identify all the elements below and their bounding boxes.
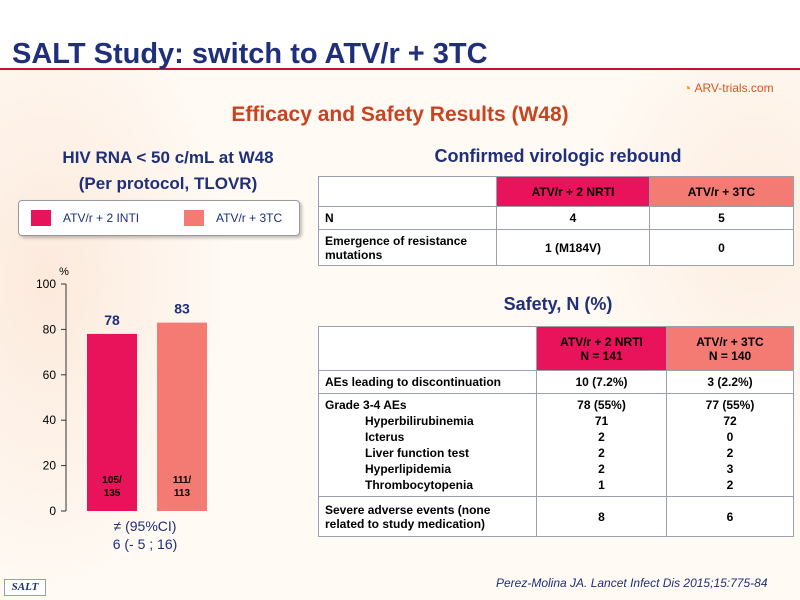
resistance-label-line1: Emergence of resistance	[325, 233, 468, 248]
hyperbilirubinemia-a: 71	[594, 414, 609, 428]
icterus-label: Icterus	[365, 430, 405, 444]
discontinuation-a: 10 (7.2%)	[536, 370, 667, 394]
rebound-row-resistance-b: 0	[649, 229, 794, 266]
bar-1	[157, 322, 207, 511]
efficacy-title-line1: HIV RNA < 50 c/mL at W48	[62, 148, 274, 167]
hyperlipidemia-a: 2	[598, 462, 605, 476]
y-tick-label-40: 40	[43, 413, 57, 427]
rebound-title: Confirmed virologic rebound	[434, 146, 682, 166]
rebound-header-3tc: ATV/r + 3TC	[649, 176, 794, 207]
rebound-table: ATV/r + 2 NRTI ATV/r + 3TC N 4 5 Emergen…	[318, 176, 794, 266]
arv-trials-logo: ◔ ARV-trials.com	[683, 80, 774, 96]
rebound-row-n-b: 5	[649, 206, 794, 230]
rebound-header-row: ATV/r + 2 NRTI ATV/r + 3TC	[318, 176, 794, 207]
bar-fraction-top-0: 105/	[102, 475, 122, 486]
discontinuation-label: AEs leading to discontinuation	[318, 370, 537, 394]
severe-b: 6	[666, 496, 794, 537]
liver-function-b: 2	[726, 446, 734, 460]
legend-swatch-2inti	[31, 210, 51, 226]
liver-function-label: Liver function test	[365, 446, 470, 460]
safety-row-grade34: Grade 3-4 AEs Hyperbilirubinemia Icterus…	[318, 393, 794, 497]
difference-label: ≠ (95%CI)	[113, 518, 177, 534]
safety-header-empty	[318, 326, 537, 371]
efficacy-bar-chart: 0 20 40 60 80 100% 78 105/135 83 111/113	[36, 266, 207, 518]
hyperbilirubinemia-label: Hyperbilirubinemia	[365, 414, 474, 428]
reference-citation: Perez-Molina JA. Lancet Infect Dis 2015;…	[496, 576, 768, 590]
rebound-header-empty	[318, 176, 497, 207]
logo-text: ARV-trials.com	[694, 81, 774, 95]
rebound-row-n: N 4 5	[318, 206, 794, 230]
bar-fraction-bottom-0: 135	[104, 488, 121, 499]
chart-legend: ATV/r + 2 INTI ATV/r + 3TC	[18, 200, 300, 236]
difference-ci: ≠ (95%CI) 6 (- 5 ; 16)	[70, 517, 220, 553]
legend-item-3tc: ATV/r + 3TC	[184, 210, 282, 226]
severe-label-line1: Severe adverse events (none	[325, 502, 491, 517]
grade34-a: 78 (55%)	[577, 398, 626, 412]
legend-swatch-3tc	[184, 210, 204, 226]
discontinuation-b: 3 (2.2%)	[666, 370, 794, 394]
slide-title: SALT Study: switch to ATV/r + 3TC	[12, 38, 488, 70]
icterus-b: 0	[726, 430, 734, 444]
efficacy-chart-title: HIV RNA < 50 c/mL at W48 (Per protocol, …	[28, 145, 308, 197]
hyperbilirubinemia-b: 72	[723, 414, 737, 428]
safety-header-2nrti-line2: N = 141	[580, 348, 623, 363]
liver-function-a: 2	[598, 446, 605, 460]
rebound-row-n-label: N	[318, 206, 497, 230]
thrombocytopenia-a: 1	[598, 478, 605, 492]
bar-fraction-top-1: 111/	[173, 475, 192, 486]
y-tick-label-60: 60	[43, 368, 57, 382]
safety-header-2nrti: ATV/r + 2 NRTI N = 141	[536, 326, 667, 371]
slide-subtitle: Efficacy and Safety Results (W48)	[231, 103, 569, 126]
safety-header-3tc-line2: N = 140	[708, 348, 752, 363]
y-tick-label-100: 100	[36, 277, 56, 291]
safety-row-discontinuation: AEs leading to discontinuation 10 (7.2%)…	[318, 370, 794, 394]
grade34-b: 77 (55%)	[705, 398, 755, 412]
y-tick-label-0: 0	[49, 504, 56, 518]
logo-swirl-icon: ◔	[683, 80, 692, 96]
icterus-a: 2	[598, 430, 605, 444]
safety-title: Safety, N (%)	[503, 294, 613, 314]
safety-header-3tc-line1: ATV/r + 3TC	[696, 334, 764, 349]
title-bar: SALT Study: switch to ATV/r + 3TC	[0, 0, 800, 70]
severe-label-line2: related to study medication)	[325, 516, 486, 531]
severe-a: 8	[536, 496, 667, 537]
rebound-row-resistance-a: 1 (M184V)	[496, 229, 650, 266]
rebound-row-resistance-label: Emergence of resistance mutations	[318, 229, 497, 266]
legend-label-2inti: ATV/r + 2 INTI	[63, 211, 140, 225]
legend-item-2inti: ATV/r + 2 INTI	[31, 210, 139, 226]
severe-label: Severe adverse events (none related to s…	[318, 496, 537, 537]
grade34-values-b: 77 (55%) 72 0 2 3 2	[666, 393, 794, 497]
safety-header-3tc: ATV/r + 3TC N = 140	[666, 326, 794, 371]
thrombocytopenia-label: Thrombocytopenia	[365, 478, 474, 492]
resistance-label-line2: mutations	[325, 247, 383, 262]
safety-header-row: ATV/r + 2 NRTI N = 141 ATV/r + 3TC N = 1…	[318, 326, 794, 371]
bar-value-label-1: 83	[174, 301, 190, 317]
grade34-label: Grade 3-4 AEs	[325, 398, 407, 412]
hyperlipidemia-b: 3	[726, 462, 734, 476]
bar-0	[87, 333, 137, 511]
bar-value-label-0: 78	[104, 312, 120, 328]
grade34-values-a: 78 (55%) 71 2 2 2 1	[536, 393, 667, 497]
grade34-labels: Grade 3-4 AEs Hyperbilirubinemia Icterus…	[318, 393, 537, 497]
hyperlipidemia-label: Hyperlipidemia	[365, 462, 452, 476]
safety-table: ATV/r + 2 NRTI N = 141 ATV/r + 3TC N = 1…	[318, 326, 794, 537]
thrombocytopenia-b: 2	[726, 478, 734, 492]
bar-fraction-bottom-1: 113	[174, 488, 191, 499]
salt-badge: SALT	[4, 579, 46, 596]
y-tick-label-20: 20	[43, 459, 57, 473]
difference-value: 6 (- 5 ; 16)	[112, 536, 178, 552]
rebound-row-resistance: Emergence of resistance mutations 1 (M18…	[318, 229, 794, 266]
y-tick-label-80: 80	[43, 322, 57, 336]
legend-label-3tc: ATV/r + 3TC	[216, 211, 283, 225]
efficacy-title-line2: (Per protocol, TLOVR)	[78, 174, 258, 193]
safety-header-2nrti-line1: ATV/r + 2 NRTI	[560, 334, 643, 349]
safety-row-severe: Severe adverse events (none related to s…	[318, 496, 794, 537]
rebound-row-n-a: 4	[496, 206, 650, 230]
rebound-header-2nrti: ATV/r + 2 NRTI	[496, 176, 650, 207]
y-axis-label: %	[59, 266, 69, 278]
